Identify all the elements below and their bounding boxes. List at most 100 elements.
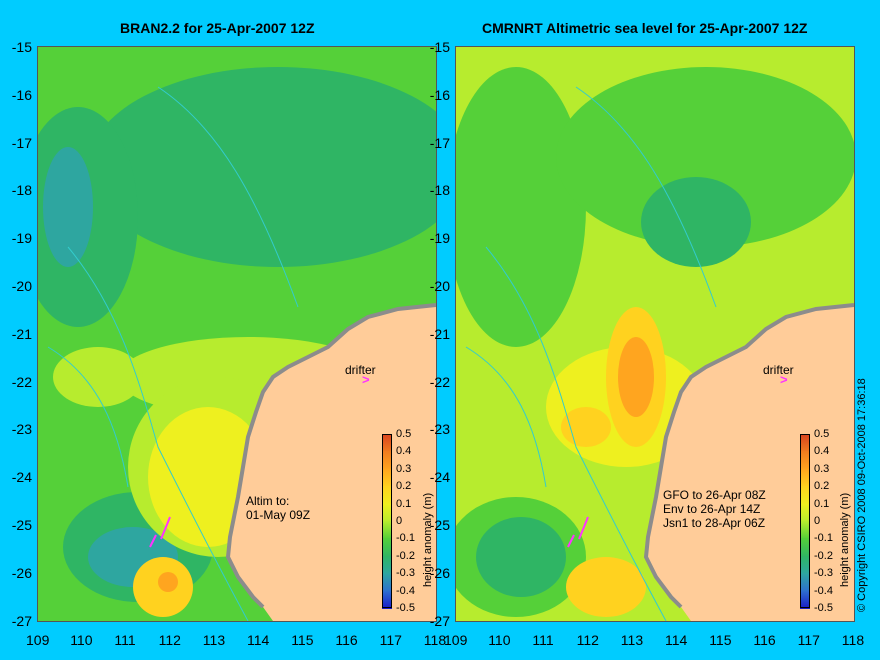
colorbar-segment — [800, 503, 810, 522]
left-map-panel[interactable] — [37, 46, 437, 622]
y-tick-label: -16 — [11, 86, 32, 103]
y-tick-label: -24 — [11, 469, 32, 486]
x-tick-label: 114 — [247, 632, 270, 648]
colorbar-segment — [800, 468, 810, 488]
x-tick-label: 113 — [620, 632, 644, 648]
colorbar-segment — [800, 538, 810, 557]
x-tick-label: 118 — [841, 632, 865, 648]
y-tick-label: -15 — [429, 39, 450, 55]
colorbar-segment — [382, 503, 392, 522]
y-tick-label: -26 — [429, 564, 450, 581]
copyright-text: © Copyright CSIRO 2008 09-Oct-2008 17:36… — [856, 378, 868, 612]
colorbar-frame — [800, 434, 810, 608]
left-map-canvas — [38, 47, 436, 621]
colorbar-tick-label: 0.2 — [396, 480, 412, 493]
colorbar-tick-label: 0.4 — [814, 445, 830, 458]
y-tick-label: -20 — [429, 278, 450, 294]
x-tick-label: 111 — [532, 632, 554, 648]
right-altim-line-2: Env to 26-Apr 14Z — [663, 502, 761, 516]
right-map-panel[interactable] — [455, 46, 855, 622]
right-drifter-label: drifter — [763, 363, 794, 377]
y-tick-label: -23 — [11, 421, 32, 438]
x-tick-label: 117 — [379, 632, 402, 648]
colorbar-segment — [382, 451, 392, 470]
y-tick-label: -27 — [11, 612, 32, 629]
colorbar-segment — [800, 555, 810, 575]
y-tick-label: -25 — [11, 517, 32, 533]
colorbar-tick-label: -0.3 — [396, 567, 415, 580]
y-tick-label: -20 — [11, 278, 32, 294]
x-tick-label: 115 — [291, 632, 314, 648]
x-tick-label: 111 — [114, 632, 136, 648]
y-tick-label: -21 — [429, 325, 450, 342]
colorbar-segment — [800, 486, 810, 505]
x-tick-label: 116 — [753, 632, 776, 648]
x-tick-label: 110 — [488, 632, 511, 648]
colorbar-tick-label: -0.5 — [396, 602, 415, 614]
y-tick-label: -24 — [429, 469, 450, 486]
x-tick-label: 118 — [423, 632, 447, 648]
colorbar-tick-label: -0.3 — [814, 567, 833, 580]
right-altim-line-3: Jsn1 to 28-Apr 06Z — [663, 516, 766, 530]
x-tick-label: 109 — [26, 632, 50, 648]
colorbar-segment — [800, 451, 810, 470]
left-altim-line-2: 01-May 09Z — [246, 508, 311, 522]
right-map-canvas — [456, 47, 854, 621]
colorbar-segment — [800, 573, 810, 592]
colorbar-tick-label: -0.4 — [396, 584, 415, 597]
y-tick-label: -22 — [11, 373, 32, 390]
colorbar-segment — [382, 590, 392, 609]
x-tick-label: 110 — [70, 632, 93, 648]
y-tick-label: -22 — [429, 373, 450, 390]
right-panel-title: CMRNRT Altimetric sea level for 25-Apr-2… — [482, 20, 808, 36]
colorbar-tick-label: 0.1 — [814, 497, 830, 510]
y-tick-label: -18 — [11, 182, 32, 199]
right-altim-line-1: GFO to 26-Apr 08Z — [663, 488, 766, 502]
colorbar-tick-label: 0.3 — [396, 462, 412, 475]
colorbar-segment — [382, 468, 392, 488]
colorbar-segment — [382, 434, 392, 453]
colorbar-tick-label: 0.1 — [396, 497, 412, 510]
colorbar-tick-label: -0.4 — [814, 584, 833, 597]
colorbar-segment — [382, 555, 392, 575]
colorbar-tick-label: 0.2 — [814, 480, 830, 493]
colorbar-tick-label: -0.5 — [814, 602, 833, 614]
y-tick-label: -19 — [429, 230, 450, 247]
x-tick-label: 112 — [158, 632, 181, 648]
y-tick-label: -17 — [429, 134, 450, 151]
colorbar-segment — [800, 590, 810, 609]
y-tick-label: -26 — [11, 564, 32, 581]
y-tick-label: -21 — [11, 325, 32, 342]
x-tick-label: 112 — [576, 632, 599, 648]
x-tick-label: 115 — [709, 632, 732, 648]
x-tick-label: 116 — [335, 632, 358, 648]
left-altim-line-1: Altim to: — [246, 494, 290, 508]
colorbar-tick-label: 0.5 — [814, 428, 830, 440]
colorbar-tick-label: 0.3 — [814, 462, 830, 475]
colorbar-segment — [382, 486, 392, 505]
colorbar-tick-label: 0.4 — [396, 445, 412, 458]
colorbar-tick-label: 0.5 — [396, 428, 412, 440]
y-tick-label: -16 — [429, 86, 450, 103]
left-drifter-arrow-icon: > — [362, 372, 370, 387]
y-tick-label: -23 — [429, 421, 450, 438]
colorbar-title-left: height anomaly (m) — [422, 492, 434, 587]
x-tick-label: 114 — [665, 632, 688, 648]
x-tick-label: 113 — [202, 632, 226, 648]
y-tick-label: -15 — [11, 39, 32, 55]
colorbar-tick-label: -0.2 — [814, 549, 833, 562]
colorbar-segment — [382, 573, 392, 592]
colorbar-segment — [800, 521, 810, 540]
colorbar-tick-label: 0 — [396, 515, 403, 527]
colorbar-segment — [800, 434, 810, 453]
colorbar-segment — [382, 538, 392, 557]
colorbar-title-right: height anomaly (m) — [839, 492, 851, 587]
colorbar-tick-label: 0 — [814, 515, 821, 527]
colorbar-tick-label: -0.1 — [396, 532, 415, 545]
left-drifter-label: drifter — [345, 363, 376, 377]
colorbar-segment — [382, 521, 392, 540]
y-tick-label: -25 — [429, 517, 450, 533]
colorbar-frame — [382, 434, 392, 608]
y-tick-label: -18 — [429, 182, 450, 199]
y-tick-label: -19 — [11, 230, 32, 247]
